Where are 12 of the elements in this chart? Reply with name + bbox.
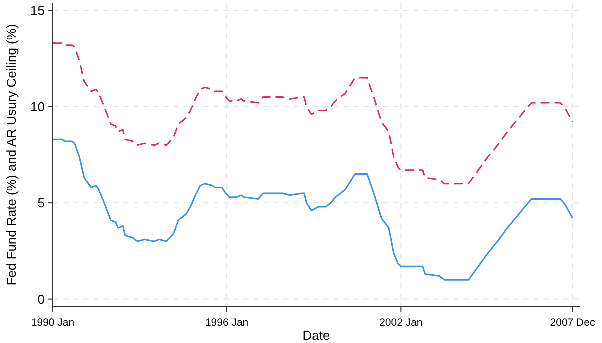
- line-series: [52, 42, 574, 185]
- x-axis-title: Date: [302, 328, 330, 343]
- y-tick-label: 5: [38, 196, 45, 211]
- line-series: [52, 138, 574, 281]
- y-tick-label: 15: [30, 3, 45, 18]
- x-tick-label: 2002 Jan: [380, 317, 423, 329]
- y-tick-label: 10: [30, 99, 45, 114]
- y-axis-title: Fed Fund Rate (%) and AR Usury Ceiling (%): [4, 24, 19, 286]
- y-tick-label: 0: [38, 292, 45, 307]
- x-tick-label: 1996 Jan: [205, 317, 249, 329]
- x-tick-label: 2007 Dec: [550, 317, 596, 329]
- x-tick-label: 1990 Jan: [31, 317, 75, 329]
